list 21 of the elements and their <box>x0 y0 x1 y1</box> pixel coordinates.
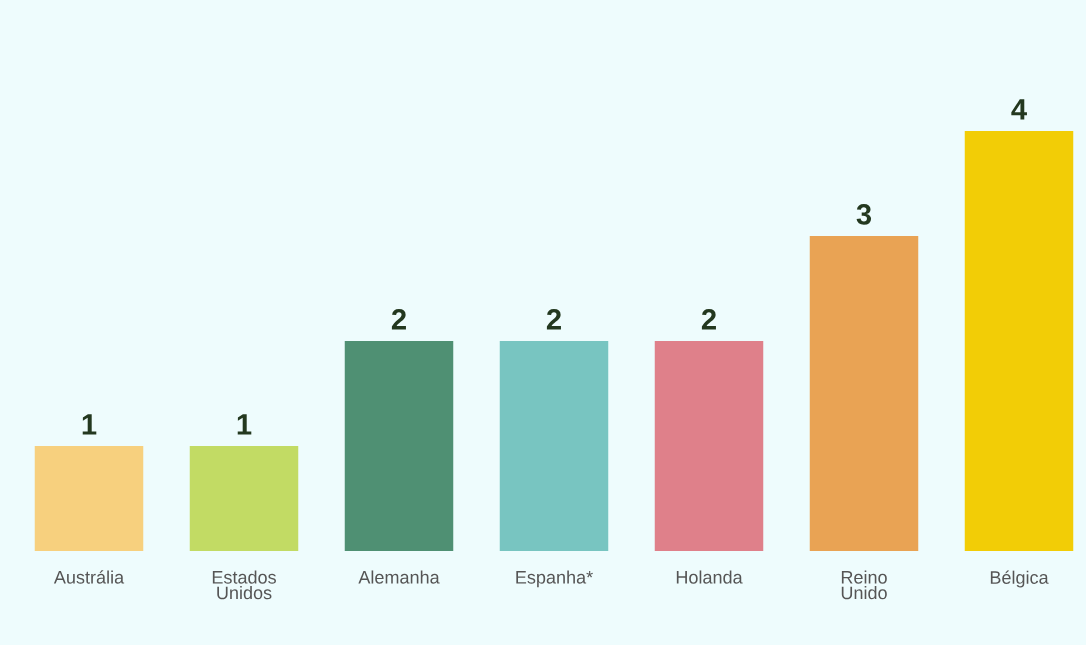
data-label: 2 <box>701 309 716 330</box>
bar <box>34 446 144 551</box>
data-label: 2 <box>546 309 561 330</box>
data-label: 4 <box>1011 99 1027 120</box>
x-tick-label: Espanha* <box>516 570 593 588</box>
bar <box>964 131 1074 551</box>
x-tick-label: Bélgica <box>990 570 1049 588</box>
x-tick-label: Austrália <box>53 570 125 584</box>
bar <box>344 341 454 551</box>
bar <box>499 341 609 551</box>
bar <box>654 341 764 551</box>
x-tick-label: Alemanha <box>358 570 440 584</box>
x-tick-label: Estados Unidos <box>212 570 276 600</box>
bar <box>189 446 299 551</box>
data-label: 1 <box>82 414 97 435</box>
data-label: 3 <box>856 204 872 225</box>
x-tick-label: Holanda <box>676 570 743 584</box>
data-label: 2 <box>391 309 406 330</box>
bar <box>809 236 919 551</box>
x-tick-label: Reino Unido <box>841 570 887 600</box>
data-label: 1 <box>237 414 252 435</box>
